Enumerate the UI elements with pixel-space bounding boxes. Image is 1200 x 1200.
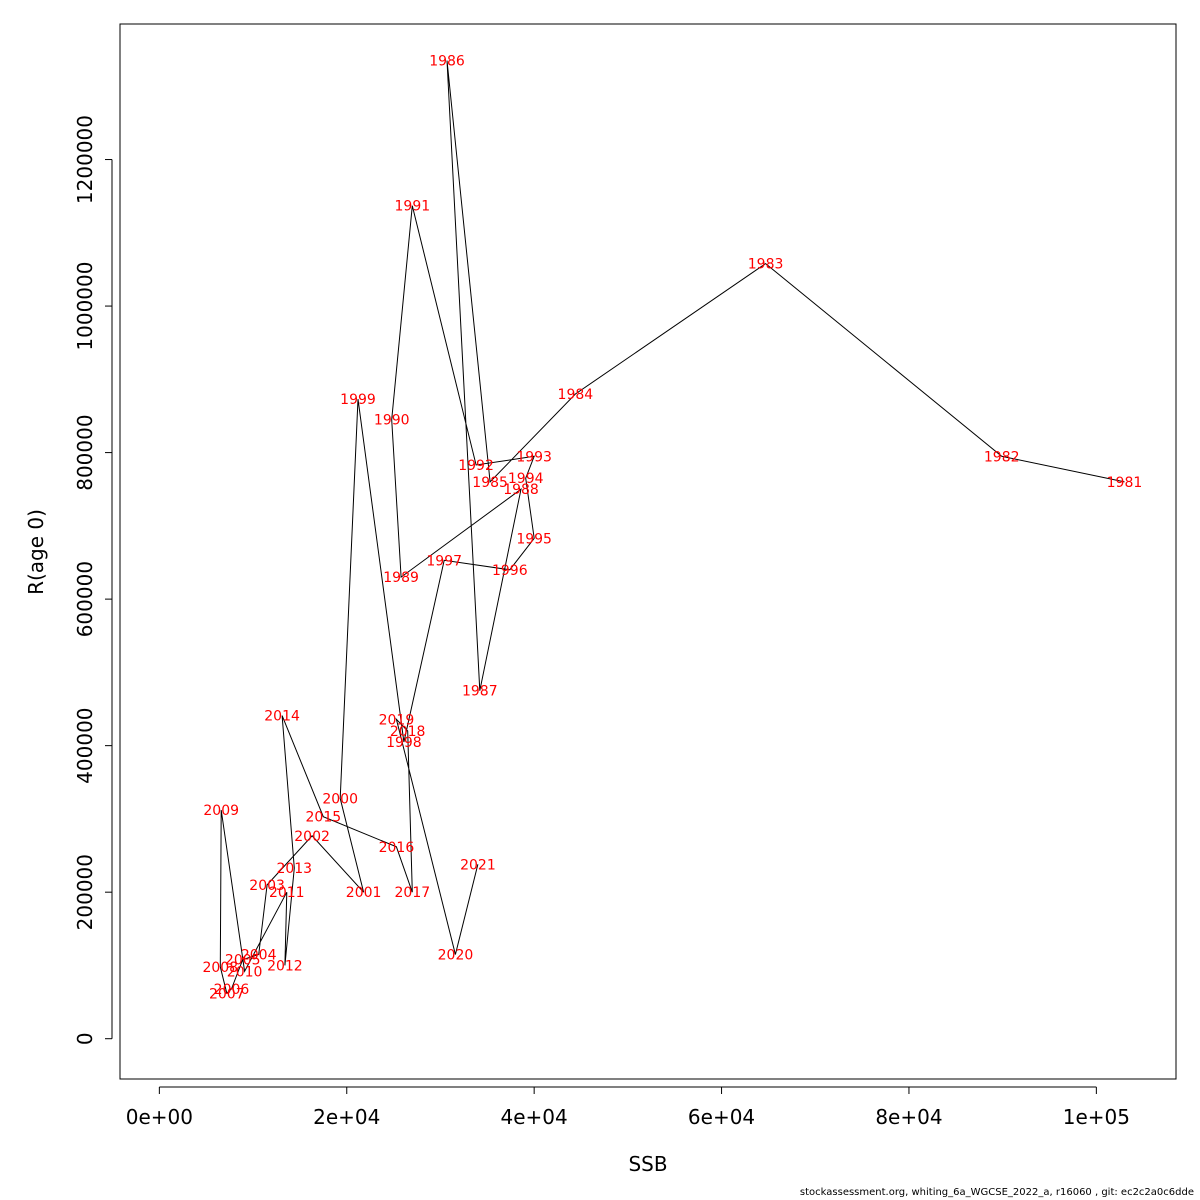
y-axis-title: R(age 0): [24, 509, 48, 595]
year-label: 2010: [227, 964, 263, 980]
year-label: 2006: [214, 982, 250, 998]
year-label: 2016: [379, 840, 415, 856]
y-axis: 0 200000 400000 600000 800000 1000000 1200000: [73, 115, 113, 1045]
y-tick-label: 800000: [73, 414, 97, 490]
year-label: 2019: [379, 712, 415, 728]
year-label: 2021: [460, 857, 496, 873]
x-tick-label: 1e+05: [1063, 1105, 1130, 1129]
year-label: 2008: [202, 960, 238, 976]
year-label: 1988: [503, 482, 539, 498]
year-label: 1997: [426, 553, 462, 569]
year-label: 1989: [383, 570, 419, 586]
year-label: 2009: [203, 803, 239, 819]
y-tick-label: 1200000: [73, 115, 97, 204]
y-tick-label: 1000000: [73, 262, 97, 351]
y-tick-label: 200000: [73, 854, 97, 930]
x-tick-label: 8e+04: [875, 1105, 942, 1129]
year-label: 2011: [269, 885, 305, 901]
year-label: 1993: [516, 449, 552, 465]
year-label: 1995: [516, 531, 552, 547]
year-label: 2000: [322, 791, 358, 807]
year-label: 2020: [438, 947, 474, 963]
year-label: 1996: [492, 563, 528, 579]
year-label: 2017: [395, 885, 431, 901]
footer-credit: stockassessment.org, whiting_6a_WGCSE_20…: [799, 1187, 1194, 1198]
year-label: 2007: [209, 986, 245, 1002]
y-tick-label: 600000: [73, 561, 97, 637]
year-label: 1991: [395, 199, 431, 215]
year-label: 1990: [374, 413, 410, 429]
year-label: 1999: [340, 392, 376, 408]
year-label: 1981: [1107, 475, 1143, 491]
year-label: 1998: [386, 735, 422, 751]
year-label: 1994: [508, 471, 544, 487]
x-tick-label: 6e+04: [688, 1105, 755, 1129]
year-label: 1984: [558, 387, 594, 403]
x-tick-label: 4e+04: [501, 1105, 568, 1129]
year-label: 1992: [458, 458, 494, 474]
year-label: 2005: [225, 953, 261, 969]
y-tick-label: 0: [73, 1032, 97, 1045]
year-label: 2015: [306, 810, 342, 826]
x-tick-label: 2e+04: [313, 1105, 380, 1129]
year-label: 2004: [241, 947, 277, 963]
year-label: 2003: [249, 878, 285, 894]
x-axis-title: SSB: [628, 1152, 667, 1176]
x-axis: 0e+00 2e+04 4e+04 6e+04 8e+04 1e+05: [126, 1086, 1130, 1129]
year-label: 1987: [462, 684, 498, 700]
year-label: 1983: [748, 257, 784, 273]
plot-frame: [119, 23, 1177, 1080]
series-line: [219, 60, 1125, 995]
year-label: 2002: [294, 829, 330, 845]
year-label: 1986: [429, 54, 465, 70]
year-label: 2018: [390, 724, 426, 740]
year-label: 1982: [984, 449, 1020, 465]
year-label: 2012: [267, 958, 303, 974]
x-tick-label: 0e+00: [126, 1105, 193, 1129]
year-label: 1985: [472, 475, 508, 491]
year-label: 2001: [346, 885, 382, 901]
y-tick-label: 400000: [73, 707, 97, 783]
year-label: 2014: [264, 709, 300, 725]
year-label: 2013: [276, 861, 312, 877]
year-labels: 1981 1982 1983 1984 1985 1986 1987 1988 1989 1990…: [202, 54, 1142, 1003]
